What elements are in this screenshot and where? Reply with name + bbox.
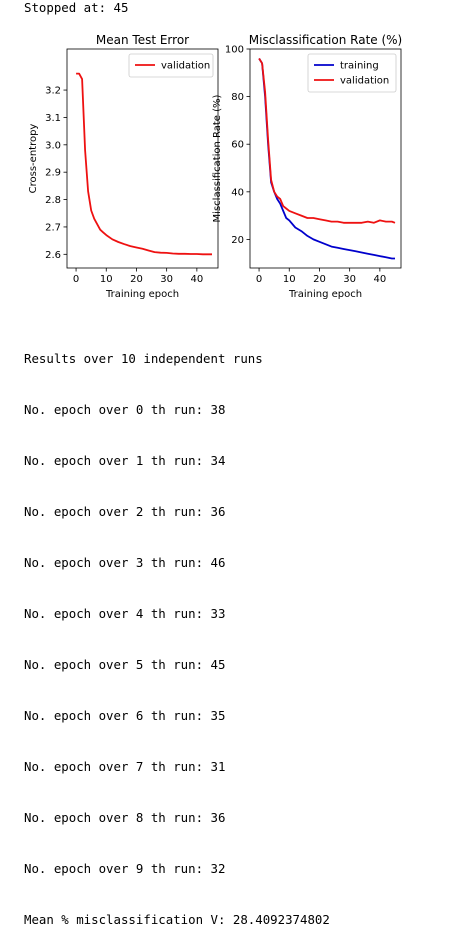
chart-title: Mean Test Error [96,33,189,47]
x-tick-label: 10 [100,274,113,285]
y-tick-label: 3.0 [45,140,61,151]
y-tick-label: 3.2 [45,86,61,97]
run-line: No. epoch over 4 th run: 33 [24,606,226,621]
x-tick-label: 30 [343,274,356,285]
y-tick-label: 2.6 [45,250,61,261]
series-line-validation [76,72,212,256]
legend-label: training [340,61,379,72]
run-line: No. epoch over 3 th run: 46 [24,555,226,570]
run-line: No. epoch over 8 th run: 36 [24,810,226,825]
x-tick-label: 0 [73,274,79,285]
x-tick-label: 40 [190,274,203,285]
x-tick-label: 10 [283,274,296,285]
y-tick-label: 2.9 [45,168,61,179]
run-line: No. epoch over 5 th run: 45 [24,657,226,672]
x-tick-label: 20 [130,274,143,285]
training-plots: Mean Test Error 0 10 20 30 40 2.6 2.7 2.8 2.9 3.0 3… [28,33,402,300]
y-axis-label: Misclassification Rate (%) [212,94,223,222]
run-line: No. epoch over 9 th run: 32 [24,861,226,876]
legend: training validation [307,53,397,93]
x-tick-label: 40 [373,274,386,285]
y-tick-label: 2.7 [45,222,61,233]
run-line: No. epoch over 1 th run: 34 [24,453,226,468]
run-line: No. epoch over 6 th run: 35 [24,708,226,723]
y-tick-label: 100 [225,45,244,56]
run-line: No. epoch over 0 th run: 38 [24,402,226,417]
run-line: No. epoch over 2 th run: 36 [24,504,226,519]
y-tick-label: 3.1 [45,113,61,124]
stopped-at-text: Stopped at: 45 [24,0,129,15]
x-axis-label: Training epoch [288,289,362,300]
y-tick-label: 40 [231,187,244,198]
x-axis-label: Training epoch [105,289,179,300]
y-tick-label: 60 [231,140,244,151]
plot-frame [249,48,402,269]
plot-frame [66,48,219,269]
y-tick-label: 2.8 [45,195,61,206]
y-axis-label: Cross-entropy [28,124,39,194]
chart-1: Mean Test Error 0 10 20 30 40 2.6 2.7 2.8 2.9 3.0 3… [28,33,219,300]
mean-misclassification: Mean % misclassification V: 28.409237480… [24,912,330,927]
results-header: Results over 10 independent runs [24,351,263,366]
x-tick-label: 30 [160,274,173,285]
x-tick-label: 0 [256,274,262,285]
legend-box [128,53,214,78]
series-line-validation [258,58,396,224]
run-line: No. epoch over 7 th run: 31 [24,759,226,774]
results-output: Results over 10 independent runs No. epo… [24,316,330,945]
legend: validation [128,53,214,78]
chart-title: Misclassification Rate (%) [249,33,402,47]
y-tick-label: 80 [231,92,244,103]
legend-box [307,53,397,93]
legend-label: validation [161,61,210,72]
x-tick-label: 20 [313,274,326,285]
y-tick-label: 20 [231,235,244,246]
legend-label: validation [340,76,389,87]
chart-2: Misclassification Rate (%) 0 10 20 30 40 20 40 6… [212,33,402,300]
